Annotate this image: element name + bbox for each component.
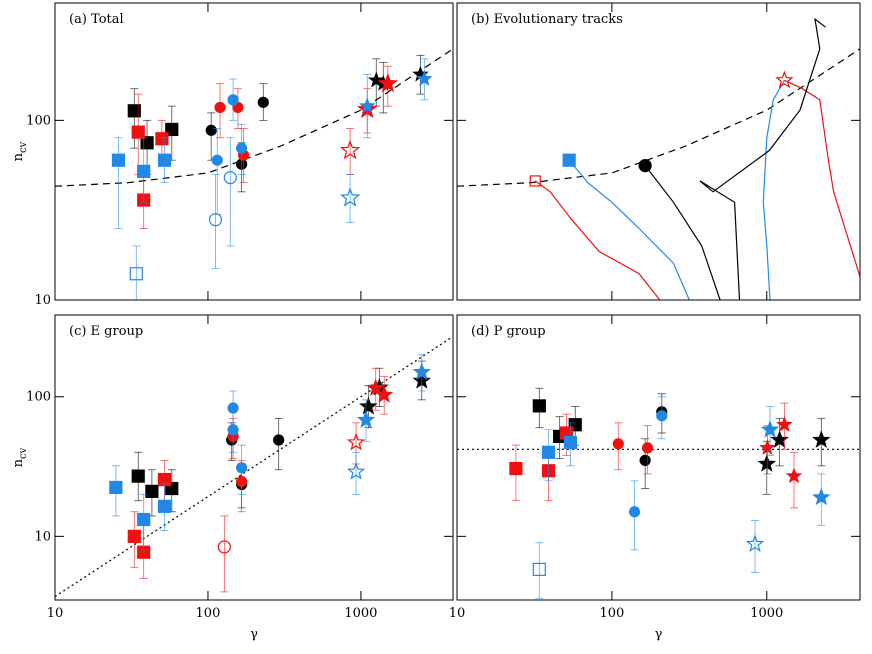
marker-star <box>339 139 361 160</box>
panel-frame <box>456 314 861 601</box>
x-tick-label: 10 <box>449 606 466 621</box>
plot-area <box>55 48 453 300</box>
marker-star <box>812 487 831 506</box>
marker-circle <box>217 540 231 554</box>
marker-star <box>759 439 776 456</box>
marker-square <box>157 499 172 513</box>
marker-star <box>412 362 432 380</box>
panel-frame <box>54 314 454 601</box>
marker-star <box>416 70 433 86</box>
marker-square <box>541 445 556 459</box>
marker-circle <box>211 154 223 166</box>
marker-square <box>532 562 546 576</box>
y-axis-label: ncv <box>11 447 29 467</box>
y-label-base: n <box>11 152 26 161</box>
marker-star <box>346 462 366 480</box>
marker-circle <box>656 410 668 422</box>
marker-circle <box>208 213 223 227</box>
line-series <box>457 48 860 187</box>
x-tick-label: 1000 <box>344 606 377 621</box>
x-tick-label: 10 <box>47 606 64 621</box>
marker-square <box>137 512 151 527</box>
line-series <box>568 80 785 300</box>
marker-circle <box>205 124 217 136</box>
marker-square <box>111 153 126 167</box>
marker-star <box>356 410 376 428</box>
marker-square <box>155 132 169 146</box>
panel-frame <box>54 2 454 301</box>
marker-circle <box>273 434 285 446</box>
y-label-base: n <box>11 458 26 467</box>
plot-area <box>457 387 860 599</box>
marker-square <box>131 125 145 139</box>
line-series <box>534 79 860 300</box>
marker-square <box>129 267 143 281</box>
panel-title: (a) Total <box>69 12 124 27</box>
x-axis-label: γ <box>250 627 258 642</box>
y-tick-label: 10 <box>34 293 51 308</box>
y-tick-label: 100 <box>26 390 51 405</box>
marker-circle <box>236 462 248 474</box>
x-tick-label: 100 <box>196 606 221 621</box>
y-label-sub: cv <box>18 447 29 459</box>
panel-title: (b) Evolutionary tracks <box>471 12 623 27</box>
marker-circle <box>214 101 226 114</box>
marker-star <box>812 430 831 448</box>
marker-star <box>359 396 378 415</box>
marker-square <box>109 480 123 495</box>
plot-area <box>457 17 860 300</box>
marker-circle <box>223 171 237 185</box>
marker-star <box>346 432 366 451</box>
marker-star <box>339 187 361 207</box>
marker-square <box>127 104 141 118</box>
marker-star <box>757 454 777 472</box>
marker-star <box>776 416 793 432</box>
marker-circle <box>227 402 239 414</box>
marker-star <box>377 73 399 93</box>
panel-frame <box>456 2 861 301</box>
marker-square <box>157 153 172 167</box>
line-series <box>55 335 453 598</box>
line-series <box>644 17 826 300</box>
marker-circle <box>641 442 654 454</box>
y-tick-label: 100 <box>26 113 51 128</box>
marker-star <box>770 430 789 448</box>
marker-star <box>785 467 803 484</box>
marker-star <box>367 71 385 88</box>
marker-square <box>137 164 151 178</box>
x-tick-label: 1000 <box>750 606 783 621</box>
marker-circle <box>257 96 269 108</box>
marker-square <box>145 484 159 498</box>
y-axis-label: ncv <box>11 141 29 161</box>
marker-square <box>140 136 154 150</box>
panel-title: (d) P group <box>471 324 546 339</box>
marker-circle <box>639 454 651 466</box>
marker-star <box>366 378 385 397</box>
marker-square <box>529 175 541 187</box>
x-axis-label: γ <box>655 627 663 642</box>
marker-star <box>775 70 794 89</box>
marker-circle <box>227 94 239 106</box>
x-tick-label: 100 <box>599 606 624 621</box>
marker-circle <box>638 158 652 173</box>
marker-square <box>532 399 546 413</box>
marker-square <box>562 153 576 167</box>
marker-star <box>745 534 765 552</box>
panel-title: (c) E group <box>69 324 143 339</box>
y-label-sub: cv <box>18 141 29 153</box>
marker-star <box>358 97 376 114</box>
marker-circle <box>236 142 248 154</box>
marker-star <box>760 420 780 438</box>
marker-square <box>127 529 141 543</box>
y-tick-label: 10 <box>34 529 51 544</box>
marker-square <box>131 469 145 483</box>
marker-square <box>509 461 523 476</box>
marker-circle <box>628 506 641 518</box>
marker-square <box>165 122 179 137</box>
plot-area <box>55 335 453 598</box>
marker-square <box>563 435 578 450</box>
marker-circle <box>612 438 624 450</box>
